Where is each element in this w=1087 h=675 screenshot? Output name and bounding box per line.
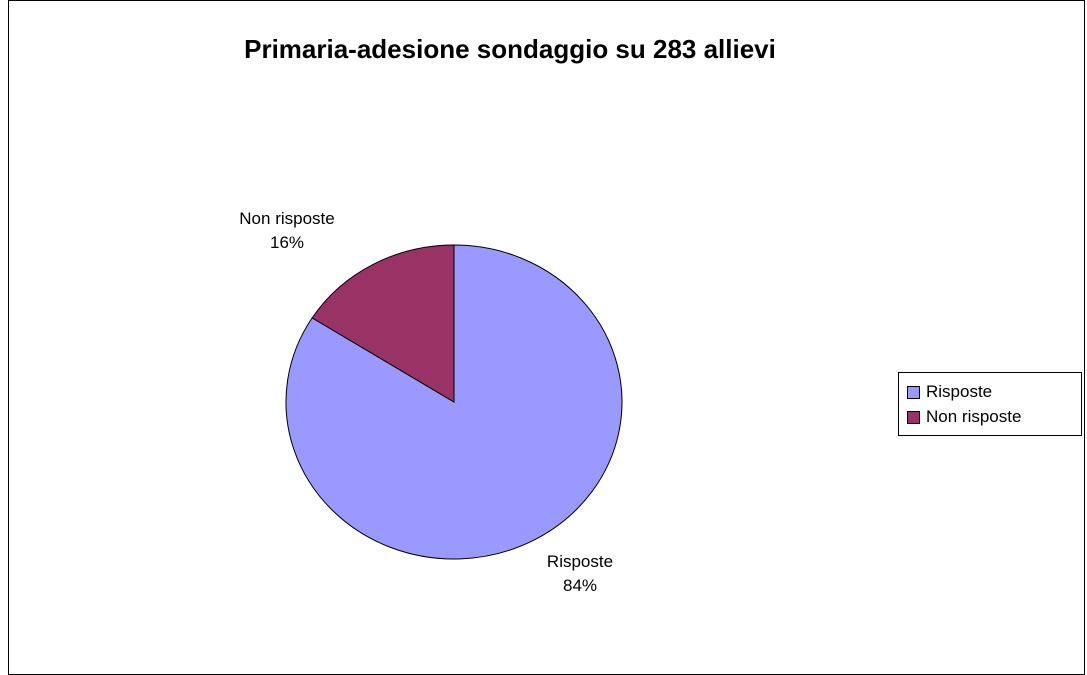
legend-label-non-risposte: Non risposte (926, 407, 1022, 426)
chart-title: Primaria-adesione sondaggio su 283 allie… (244, 34, 776, 64)
legend-item-risposte: Risposte (907, 381, 992, 403)
slice-label-risposte-name: Risposte (547, 552, 613, 571)
chart-legend: Risposte Non risposte (898, 372, 1082, 436)
legend-item-non-risposte: Non risposte (907, 406, 1021, 428)
pie-slice-non-risposte (311, 244, 455, 403)
slice-label-non-risposte-name: Non risposte (239, 209, 334, 228)
legend-swatch-non-risposte (907, 410, 920, 424)
legend-label-risposte: Risposte (926, 382, 993, 401)
legend-swatch-risposte (907, 385, 920, 399)
slice-label-non-risposte-percent: 16% (270, 233, 304, 252)
slice-label-risposte-percent: 84% (563, 576, 597, 595)
pie-slice-risposte (285, 244, 623, 560)
